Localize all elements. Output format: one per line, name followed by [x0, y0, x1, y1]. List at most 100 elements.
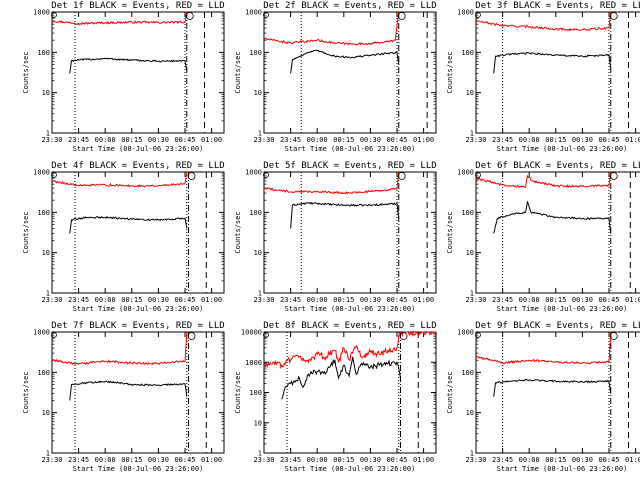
- x-tick-label: 00:00: [519, 136, 540, 144]
- y-tick-label: 1000: [33, 169, 50, 177]
- x-tick-label: 23:30: [41, 456, 62, 464]
- start-marker-circle: [263, 332, 269, 338]
- panel-title: Det 4f BLACK = Events, RED = LLD: [51, 161, 224, 171]
- x-tick-label: 23:45: [280, 136, 301, 144]
- y-tick-label: 10: [254, 89, 262, 97]
- panel-5: Det 5f BLACK = Events, RED = LLD 1 10 100 10…: [234, 161, 437, 313]
- events-rate-line: [281, 356, 401, 400]
- x-tick-label: 00:00: [307, 456, 328, 464]
- x-tick-label: 00:45: [174, 136, 195, 144]
- y-tick-label: 1: [258, 290, 262, 298]
- events-rate-line: [69, 57, 188, 74]
- y-tick-label: 1: [46, 450, 50, 458]
- end-marker-circle: [399, 332, 408, 340]
- x-tick-label: 01:00: [201, 296, 222, 304]
- x-tick-label: 23:45: [280, 296, 301, 304]
- x-tick-label: 00:30: [148, 136, 169, 144]
- x-tick-label: 01:00: [625, 136, 640, 144]
- x-axis-label: Start Time (08-Jul-06 23:26:00): [285, 305, 416, 313]
- end-marker-circle: [187, 172, 196, 180]
- y-tick-label: 10: [254, 419, 262, 427]
- x-tick-label: 23:30: [465, 136, 486, 144]
- x-axis-label: Start Time (08-Jul-06 23:26:00): [73, 465, 204, 473]
- x-tick-label: 00:00: [95, 136, 116, 144]
- x-tick-label: 01:00: [625, 296, 640, 304]
- x-tick-label: 00:45: [386, 136, 407, 144]
- y-tick-label: 1000: [245, 359, 262, 367]
- x-tick-label: 01:00: [201, 456, 222, 464]
- plot-frame: [263, 11, 437, 134]
- x-tick-label: 23:30: [253, 296, 274, 304]
- y-tick-label: 1: [258, 450, 262, 458]
- x-tick-label: 00:45: [174, 456, 195, 464]
- x-tick-label: 00:15: [545, 296, 566, 304]
- x-tick-label: 23:45: [68, 456, 89, 464]
- x-tick-label: 01:00: [413, 136, 434, 144]
- panel-7: Det 7f BLACK = Events, RED = LLD 1 10 100 10…: [22, 321, 225, 473]
- panel-8: Det 8f BLACK = Events, RED = LLD 1 10 100 10…: [234, 321, 437, 473]
- x-axis-label: Start Time (08-Jul-06 23:26:00): [285, 465, 416, 473]
- x-tick-label: 23:30: [465, 296, 486, 304]
- y-axis-label: Counts/sec: [22, 211, 30, 253]
- start-marker-circle: [51, 172, 57, 178]
- lld-rate-line: [263, 330, 436, 370]
- panel-title: Det 7f BLACK = Events, RED = LLD: [51, 321, 224, 331]
- x-tick-label: 01:00: [413, 296, 434, 304]
- y-tick-label: 1000: [245, 9, 262, 17]
- x-tick-label: 00:30: [148, 296, 169, 304]
- start-marker-circle: [475, 12, 481, 18]
- lld-rate-line: [263, 171, 400, 195]
- x-tick-label: 00:15: [333, 456, 354, 464]
- y-tick-label: 1000: [457, 329, 474, 337]
- x-axis-label: Start Time (08-Jul-06 23:26:00): [497, 305, 628, 313]
- x-tick-label: 00:30: [360, 296, 381, 304]
- x-tick-label: 00:15: [333, 136, 354, 144]
- x-tick-label: 23:45: [280, 456, 301, 464]
- start-marker-circle: [475, 332, 481, 338]
- y-tick-label: 10: [42, 249, 50, 257]
- x-tick-label: 23:30: [253, 136, 274, 144]
- events-rate-line: [493, 52, 612, 74]
- panel-title: Det 3f BLACK = Events, RED = LLD: [475, 1, 640, 11]
- events-rate-line: [69, 215, 188, 234]
- panel-1: Det 1f BLACK = Events, RED = LLD 1 10 100 10…: [22, 1, 225, 153]
- x-tick-label: 00:00: [519, 296, 540, 304]
- y-axis-label: Counts/sec: [446, 371, 454, 413]
- y-axis-label: Counts/sec: [446, 211, 454, 253]
- plot-frame: [51, 11, 225, 134]
- y-tick-label: 1: [470, 130, 474, 138]
- y-tick-label: 100: [461, 369, 474, 377]
- y-tick-label: 1000: [457, 169, 474, 177]
- lld-rate-line: [475, 11, 612, 32]
- y-tick-label: 100: [37, 369, 50, 377]
- x-tick-label: 00:15: [121, 136, 142, 144]
- panel-6: Det 6f BLACK = Events, RED = LLD 1 10 100 10…: [446, 161, 640, 313]
- panel-title: Det 6f BLACK = Events, RED = LLD: [475, 161, 640, 171]
- y-tick-label: 10: [254, 249, 262, 257]
- x-tick-label: 00:45: [598, 136, 619, 144]
- end-marker-circle: [185, 12, 194, 20]
- y-axis-label: Counts/sec: [234, 51, 242, 93]
- y-axis-label: Counts/sec: [22, 371, 30, 413]
- end-marker-circle: [187, 332, 196, 340]
- x-tick-label: 00:00: [95, 456, 116, 464]
- panel-title: Det 1f BLACK = Events, RED = LLD: [51, 1, 224, 11]
- end-marker-circle: [609, 332, 618, 340]
- panel-title: Det 2f BLACK = Events, RED = LLD: [263, 1, 436, 11]
- x-tick-label: 23:30: [41, 296, 62, 304]
- x-tick-label: 00:15: [545, 136, 566, 144]
- end-marker-circle: [609, 12, 618, 20]
- panel-4: Det 4f BLACK = Events, RED = LLD 1 10 100 10…: [22, 161, 225, 313]
- panel-3: Det 3f BLACK = Events, RED = LLD 1 10 100 10…: [446, 1, 640, 153]
- y-tick-label: 10: [466, 249, 474, 257]
- start-marker-circle: [263, 12, 269, 18]
- y-tick-label: 1000: [33, 329, 50, 337]
- x-tick-label: 00:30: [360, 456, 381, 464]
- events-rate-line: [290, 201, 400, 229]
- panel-title: Det 9f BLACK = Events, RED = LLD: [475, 321, 640, 331]
- x-tick-label: 00:30: [148, 456, 169, 464]
- start-marker-circle: [475, 172, 481, 178]
- plot-frame: [475, 331, 640, 454]
- x-tick-label: 23:30: [41, 136, 62, 144]
